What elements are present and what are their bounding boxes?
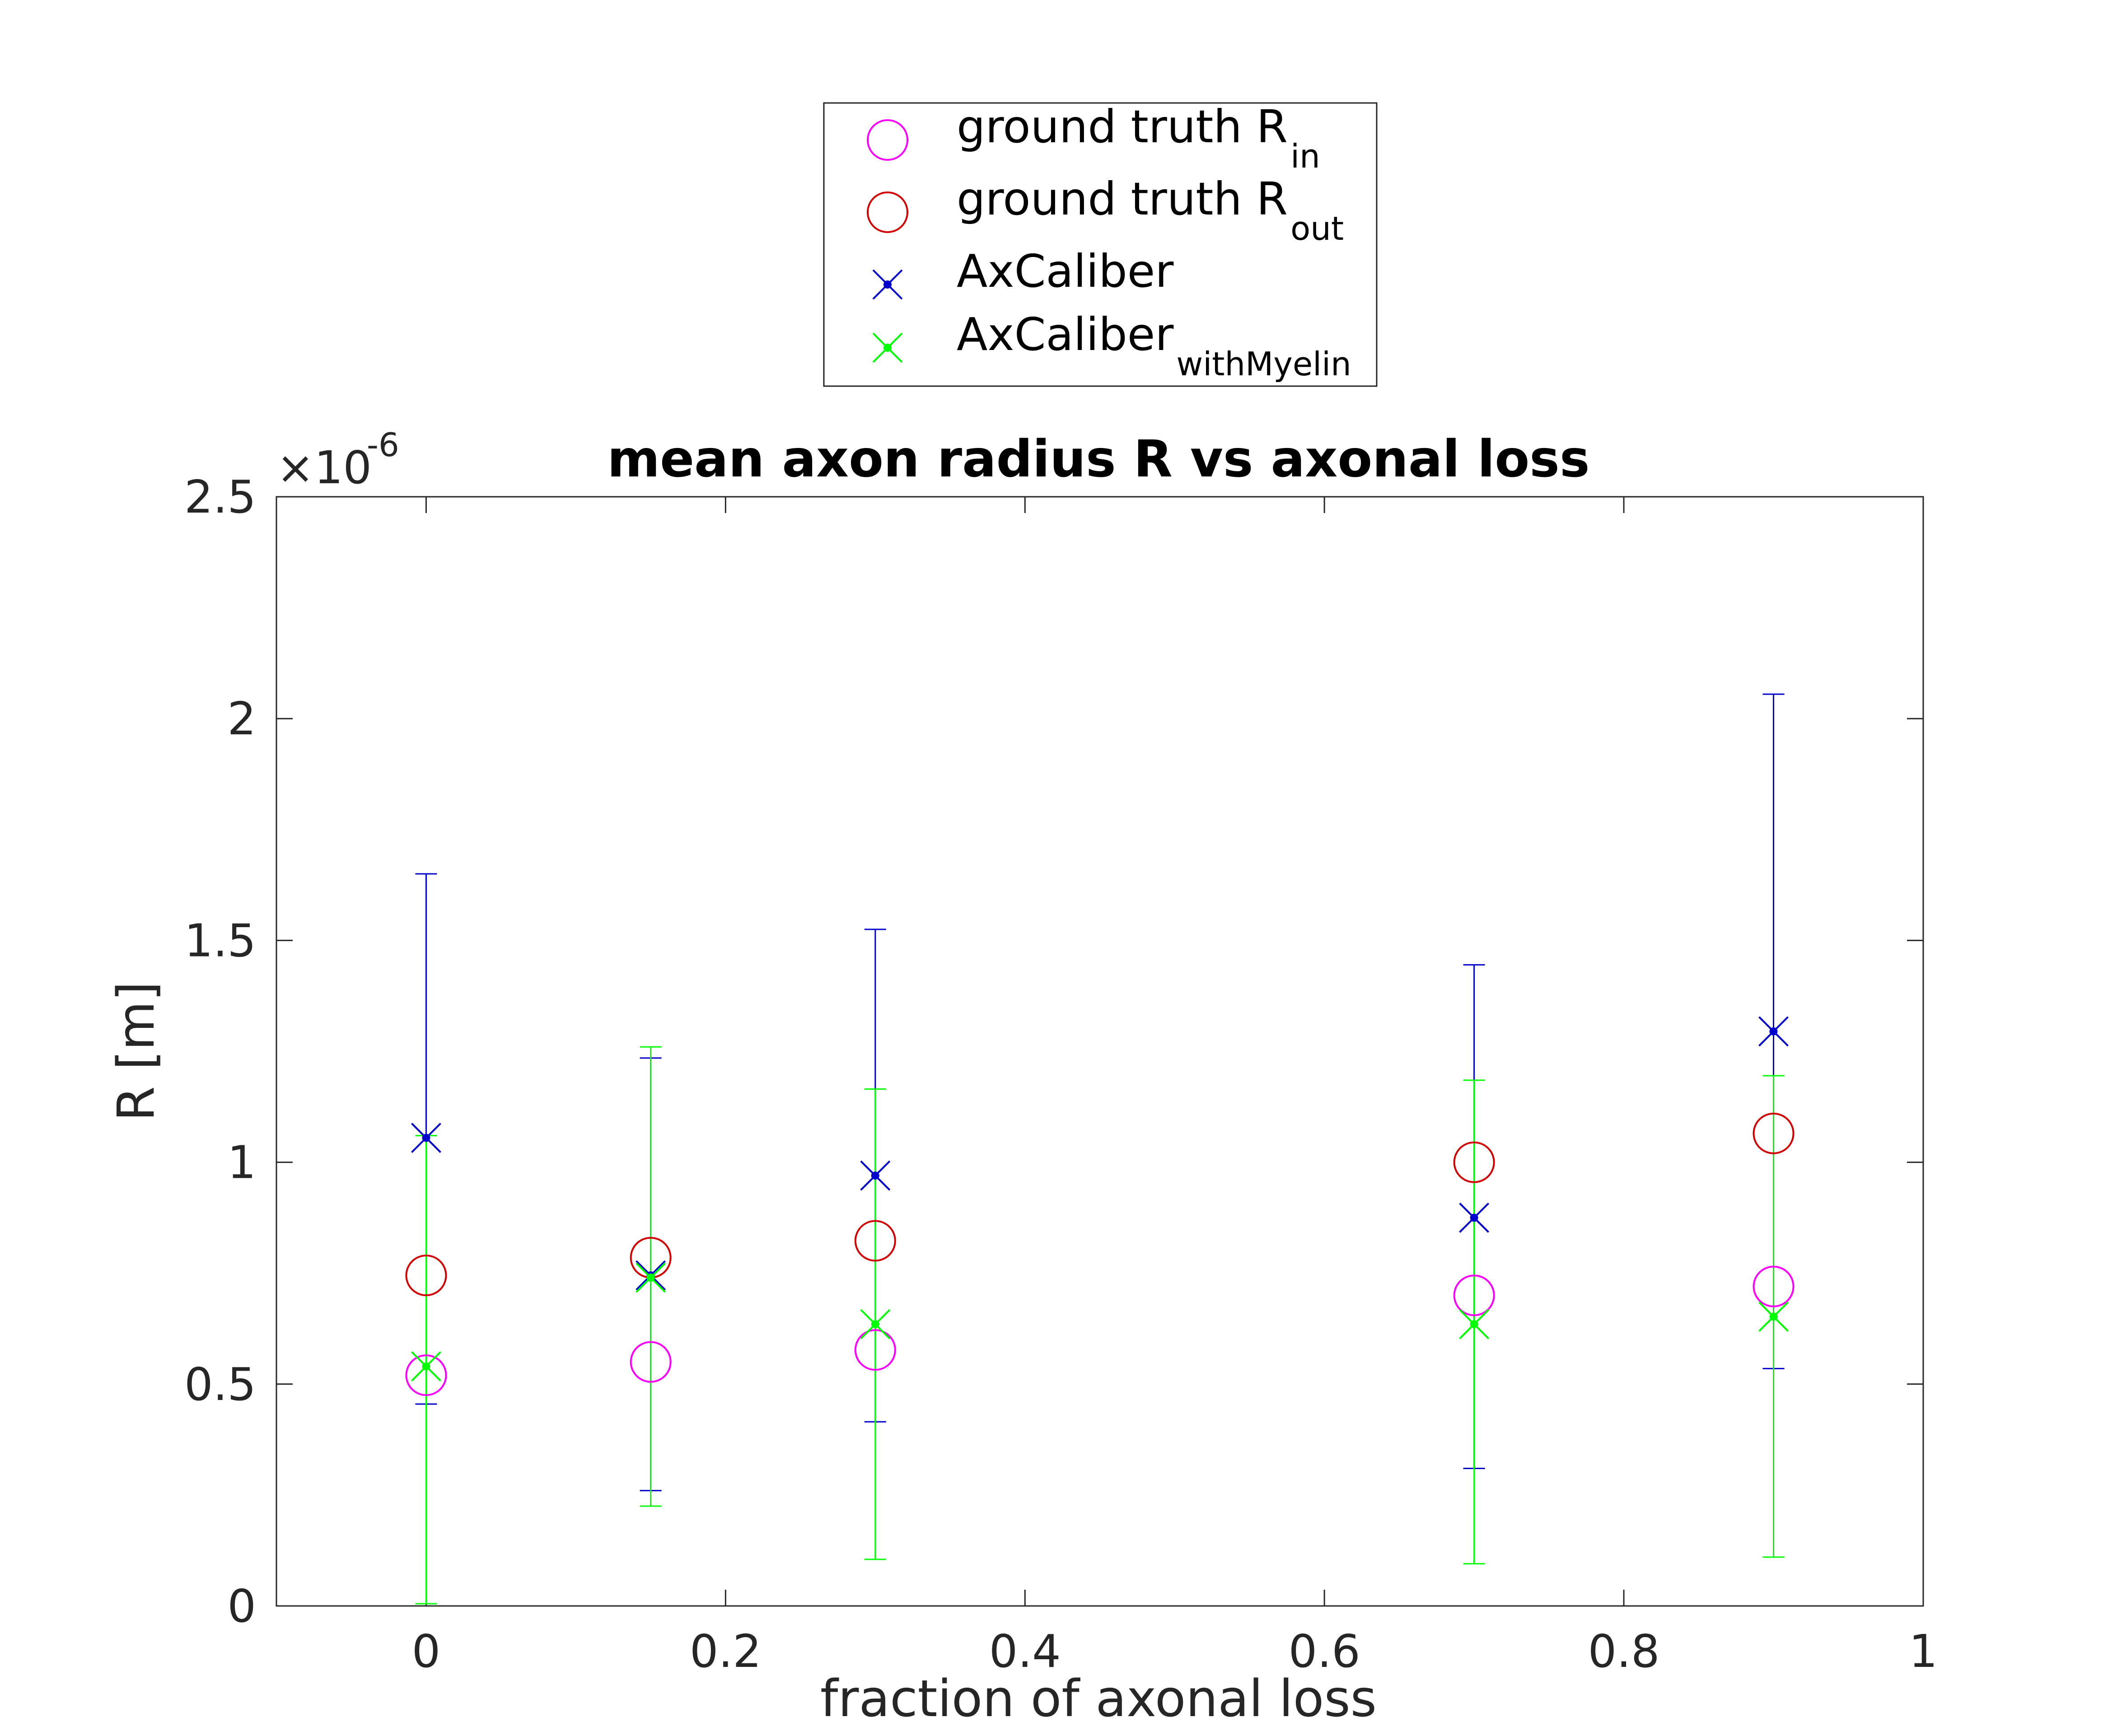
marker-center xyxy=(646,1274,655,1282)
x-tick-label: 1 xyxy=(1909,1625,1938,1678)
data-point-series-3 xyxy=(1459,1309,1490,1339)
data-point-series-2 xyxy=(1758,1016,1789,1047)
data-point-series-2 xyxy=(860,1160,891,1191)
data-point-series-1 xyxy=(854,1220,896,1262)
data-point-series-0 xyxy=(1752,1265,1795,1307)
x-axis-label: fraction of axonal loss xyxy=(820,1670,1377,1728)
legend-marker xyxy=(867,191,908,233)
legend-label: AxCaliberwithMyelin xyxy=(957,308,1351,383)
x-tick-label: 0 xyxy=(412,1625,441,1678)
legend-label: ground truth Rout xyxy=(957,173,1344,247)
marker-center xyxy=(1470,1320,1478,1329)
x-axis-ticks: 0 0.2 0.4 0.6 0.8 1 xyxy=(412,497,1938,1678)
y-tick-label: 0.5 xyxy=(184,1358,256,1411)
y-axis-label: R [m] xyxy=(107,981,166,1121)
legend-label: ground truth Rin xyxy=(957,100,1320,175)
data-point-series-3 xyxy=(860,1309,891,1339)
data-point-series-0 xyxy=(1453,1274,1495,1316)
marker-center xyxy=(422,1362,430,1371)
marker-center xyxy=(1769,1027,1778,1036)
y-axis-exponent: ×10 -6 xyxy=(276,426,399,494)
data-point-series-0 xyxy=(630,1341,672,1383)
y-exponent-base: ×10 xyxy=(276,441,372,494)
legend-box xyxy=(823,102,1378,387)
y-tick-label: 1.5 xyxy=(184,914,256,967)
y-axis-ticks: 0 0.5 1 1.5 2 2.5 xyxy=(184,471,1923,1633)
y-tick-label: 2 xyxy=(227,692,256,745)
marker-center xyxy=(422,1134,430,1142)
legend-marker xyxy=(872,269,903,300)
data-point-series-3 xyxy=(1758,1302,1789,1332)
data-point-series-1 xyxy=(1453,1141,1495,1183)
data-point-series-2 xyxy=(411,1123,441,1153)
marker-center xyxy=(883,344,892,352)
y-tick-label: 2.5 xyxy=(184,471,256,523)
marker-center xyxy=(1470,1213,1478,1222)
legend-marker xyxy=(872,332,903,363)
legend-label: AxCaliber xyxy=(957,245,1174,298)
chart-title: mean axon radius R vs axonal loss xyxy=(607,430,1589,489)
data-point-series-0 xyxy=(854,1329,896,1371)
data-markers xyxy=(405,1016,1795,1396)
data-point-series-3 xyxy=(411,1351,441,1381)
data-point-series-3 xyxy=(636,1262,666,1293)
y-tick-label: 0 xyxy=(227,1580,256,1633)
data-point-series-1 xyxy=(405,1255,447,1297)
data-point-series-1 xyxy=(1752,1112,1795,1154)
plot-area xyxy=(276,496,1924,1607)
data-point-series-2 xyxy=(1459,1202,1490,1233)
marker-center xyxy=(871,1320,879,1329)
marker-center xyxy=(1769,1312,1778,1321)
marker-center xyxy=(883,280,892,289)
x-tick-label: 0.6 xyxy=(1289,1625,1360,1678)
y-tick-label: 1 xyxy=(227,1136,256,1189)
marker-center xyxy=(871,1171,879,1180)
x-tick-label: 0.8 xyxy=(1588,1625,1660,1678)
x-tick-label: 0.4 xyxy=(989,1625,1061,1678)
legend-marker xyxy=(867,119,908,161)
data-point-series-0 xyxy=(405,1354,447,1396)
y-exponent-power: -6 xyxy=(367,426,399,464)
x-tick-label: 0.2 xyxy=(690,1625,762,1678)
